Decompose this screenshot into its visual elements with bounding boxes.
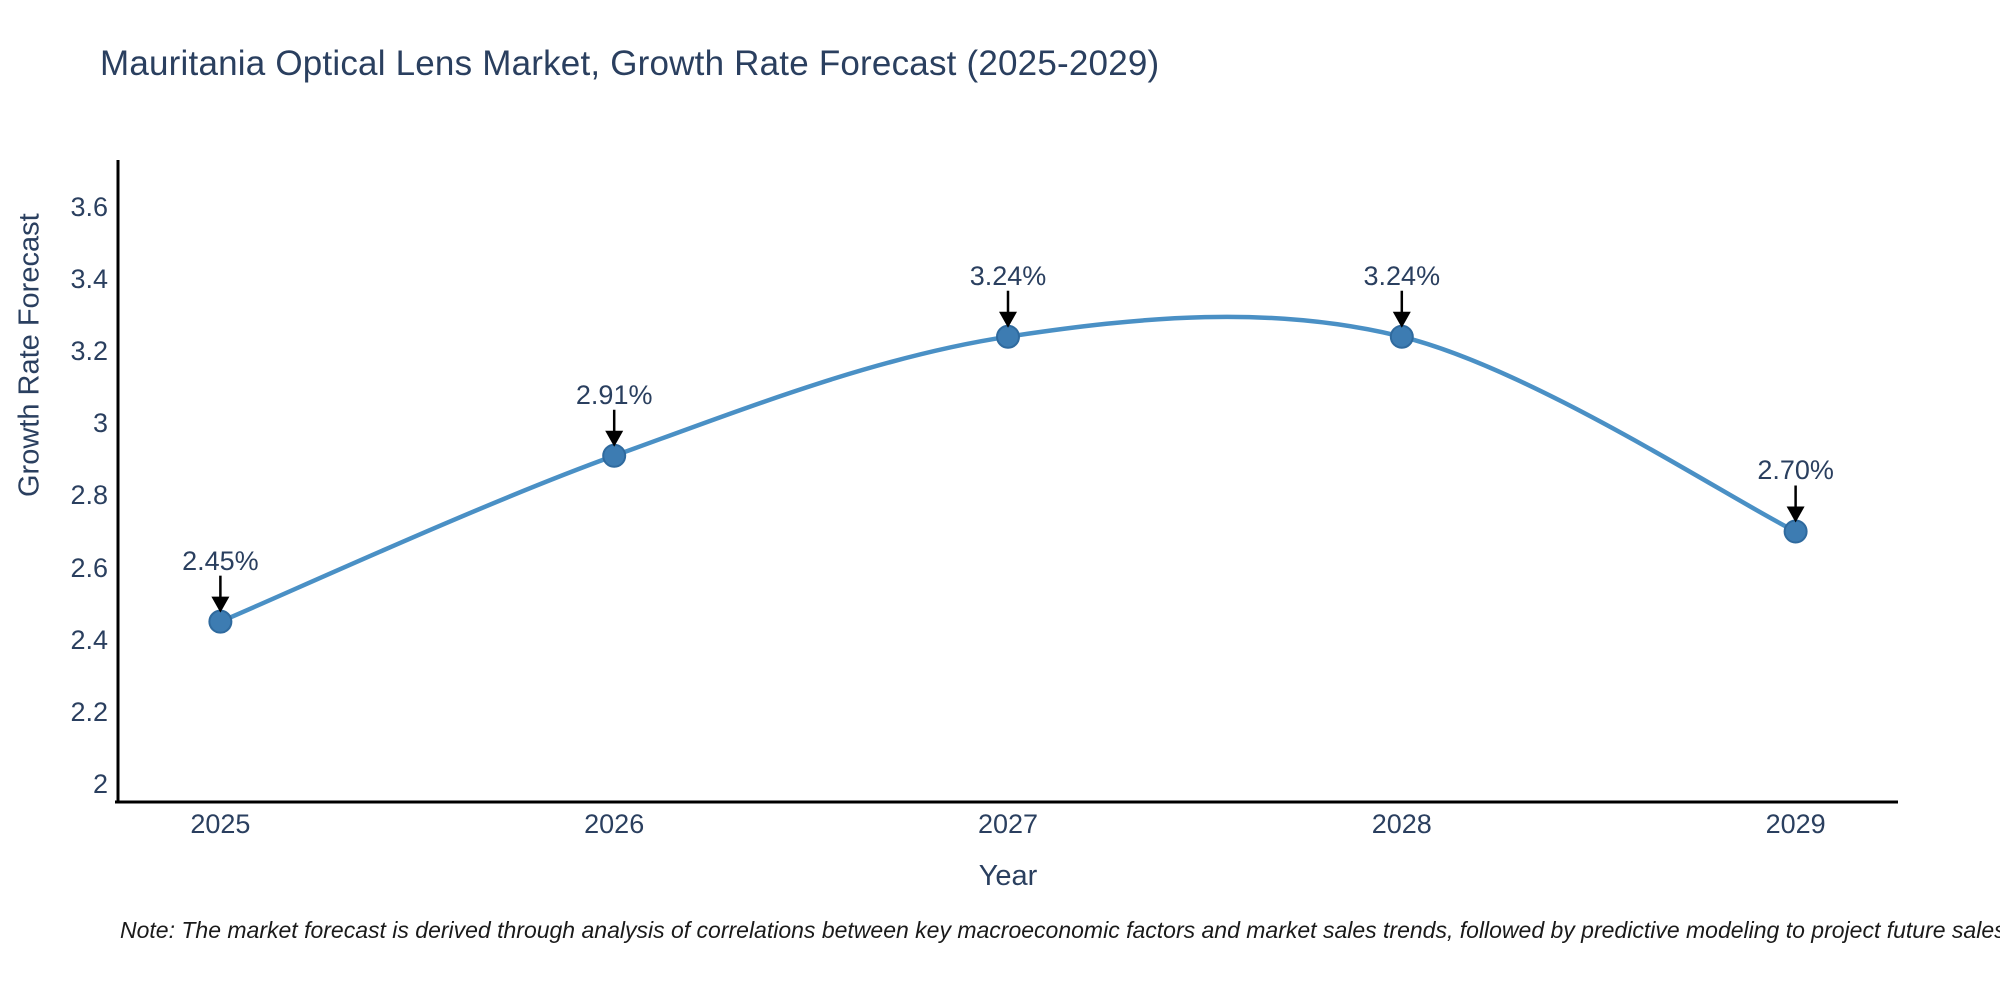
x-tick-label: 2025 (190, 809, 251, 839)
y-tick-label: 2.6 (70, 552, 108, 583)
y-tick-label: 3 (92, 408, 108, 439)
data-point-marker (1783, 519, 1808, 544)
y-tick-label: 3.2 (70, 336, 108, 367)
data-point-label: 2.91% (575, 379, 653, 410)
chart-footnote: Note: The market forecast is derived thr… (120, 917, 2000, 943)
data-point-label: 3.24% (1363, 260, 1441, 291)
x-tick-label: 2026 (584, 809, 645, 839)
annotation-arrow-head (999, 311, 1017, 328)
x-tick-label: 2027 (977, 809, 1039, 839)
y-tick-label: 3.6 (70, 191, 108, 222)
data-point-label: 3.24% (969, 260, 1047, 291)
data-point-label: 2.45% (182, 545, 259, 576)
annotation-arrow-head (605, 430, 624, 447)
annotation-arrow-head (1786, 506, 1805, 523)
y-tick-label: 2 (92, 768, 108, 799)
y-tick-label: 3.4 (70, 264, 108, 295)
x-axis-title: Year (978, 860, 1038, 892)
data-point-marker (602, 443, 627, 468)
x-tick-label: 2029 (1765, 809, 1826, 839)
data-point-marker (996, 324, 1020, 349)
trend-line (218, 314, 1798, 624)
annotation-arrow-head (211, 596, 230, 613)
data-point-label: 2.70% (1757, 455, 1834, 486)
data-point-marker (208, 609, 233, 634)
chart-title: Mauritania Optical Lens Market, Growth R… (100, 44, 1160, 83)
y-tick-label: 2.2 (70, 696, 108, 727)
y-axis-title: Growth Rate Forecast (13, 213, 46, 497)
annotation-arrow-head (1392, 311, 1411, 328)
data-point-marker (1389, 324, 1414, 349)
x-tick-label: 2028 (1371, 809, 1432, 839)
y-tick-label: 2.4 (70, 624, 108, 655)
y-tick-label: 2.8 (70, 480, 108, 511)
